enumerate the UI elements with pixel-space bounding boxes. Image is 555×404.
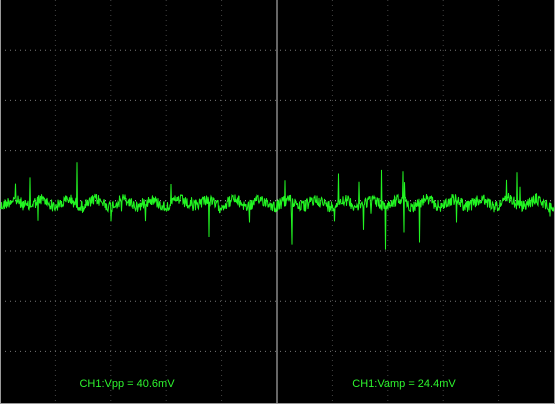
measurement-label: CH1:Vpp = 40.6mV <box>79 378 175 390</box>
waveform-trace <box>0 162 555 250</box>
measurement-label: CH1:Vamp = 24.4mV <box>352 378 456 390</box>
